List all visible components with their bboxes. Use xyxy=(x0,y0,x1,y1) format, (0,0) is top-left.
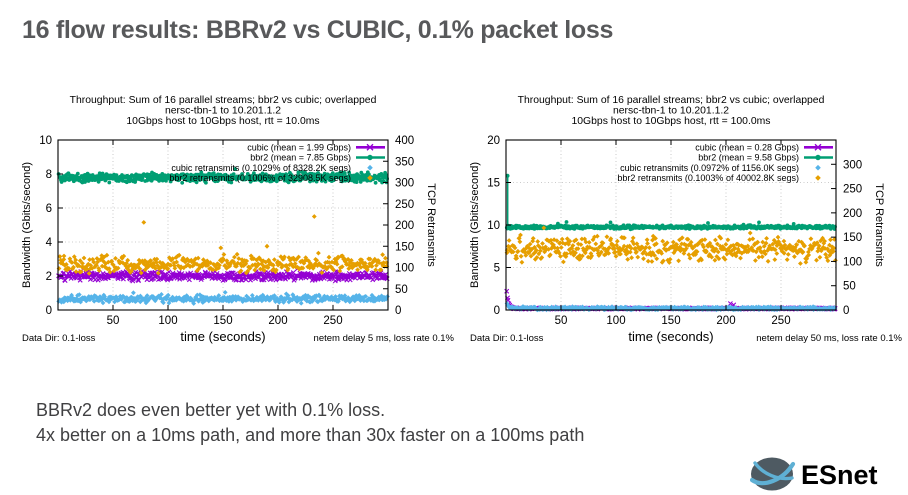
svg-text:50: 50 xyxy=(107,315,120,327)
axis-labels: Bandwidth (Gbits/second) TCP Retransmits t… xyxy=(21,162,437,344)
svg-text:Throughput: Sum of 16 parallel: Throughput: Sum of 16 parallel streams; … xyxy=(70,95,377,106)
svg-text:150: 150 xyxy=(661,315,680,327)
svg-text:10: 10 xyxy=(487,220,500,232)
chart-right-svg: Throughput: Sum of 16 parallel streams; … xyxy=(469,95,903,344)
series-bbr2 xyxy=(504,173,837,232)
svg-text:8: 8 xyxy=(46,169,52,181)
svg-text:bbr2 (mean = 9.58 Gbps): bbr2 (mean = 9.58 Gbps) xyxy=(698,153,799,163)
svg-text:6: 6 xyxy=(46,203,52,215)
svg-text:250: 250 xyxy=(395,199,414,211)
svg-text:Data Dir: 0.1-loss: Data Dir: 0.1-loss xyxy=(22,333,96,344)
svg-text:200: 200 xyxy=(843,208,862,220)
axis-labels: Bandwidth (Gbits/second) TCP Retransmits t… xyxy=(469,162,885,344)
svg-text:netem delay 5 ms, loss rate 0.: netem delay 5 ms, loss rate 0.1% xyxy=(314,333,455,344)
svg-text:Bandwidth (Gbits/second): Bandwidth (Gbits/second) xyxy=(469,162,481,288)
svg-text:10Gbps host to 10Gbps host, rt: 10Gbps host to 10Gbps host, rtt = 100.0m… xyxy=(572,116,771,127)
svg-text:400: 400 xyxy=(395,135,414,147)
svg-text:200: 200 xyxy=(395,220,414,232)
svg-text:TCP Retransmits: TCP Retransmits xyxy=(425,183,437,267)
svg-text:20: 20 xyxy=(487,135,500,147)
svg-text:0: 0 xyxy=(494,305,500,317)
chart-right-100ms: Throughput: Sum of 16 parallel streams; … xyxy=(468,92,904,354)
svg-text:250: 250 xyxy=(323,315,342,327)
chart-footer: Data Dir: 0.1-loss netem delay 50 ms, los… xyxy=(470,333,903,344)
svg-text:100: 100 xyxy=(606,315,625,327)
svg-text:10Gbps host to 10Gbps host, rt: 10Gbps host to 10Gbps host, rtt = 10.0ms xyxy=(126,116,319,127)
chart-left-10ms: Throughput: Sum of 16 parallel streams; … xyxy=(20,92,456,354)
notes-line-2: 4x better on a 10ms path, and more than … xyxy=(36,424,585,445)
svg-text:200: 200 xyxy=(268,315,287,327)
chart-footer: Data Dir: 0.1-loss netem delay 5 ms, loss… xyxy=(22,333,455,344)
svg-text:0: 0 xyxy=(395,305,401,317)
series-cubic-retransmits xyxy=(56,290,390,306)
svg-text:250: 250 xyxy=(771,315,790,327)
svg-text:cubic (mean = 1.99 Gbps): cubic (mean = 1.99 Gbps) xyxy=(247,143,351,153)
svg-text:100: 100 xyxy=(395,263,414,275)
svg-text:350: 350 xyxy=(395,156,414,168)
svg-text:50: 50 xyxy=(843,281,856,293)
svg-text:nersc-tbn-1 to 10.201.1.2: nersc-tbn-1 to 10.201.1.2 xyxy=(165,106,281,117)
svg-text:netem delay 50 ms, loss rate 0: netem delay 50 ms, loss rate 0.1% xyxy=(756,333,902,344)
svg-text:10: 10 xyxy=(39,135,52,147)
svg-text:Throughput: Sum of 16 parallel: Throughput: Sum of 16 parallel streams; … xyxy=(518,95,825,106)
svg-text:time (seconds): time (seconds) xyxy=(180,329,265,344)
notes-line-1: BBRv2 does even better yet with 0.1% los… xyxy=(36,400,386,420)
svg-text:time (seconds): time (seconds) xyxy=(628,329,713,344)
svg-text:cubic (mean = 0.28 Gbps): cubic (mean = 0.28 Gbps) xyxy=(695,143,799,153)
svg-text:cubic retransmits (0.1029% of: cubic retransmits (0.1029% of 8328.2K se… xyxy=(171,163,351,173)
svg-text:15: 15 xyxy=(487,178,500,190)
svg-text:150: 150 xyxy=(843,232,862,244)
svg-text:bbr2 retransmits (0.1006% of 3: bbr2 retransmits (0.1006% of 32908.5K se… xyxy=(169,173,351,183)
speaker-notes: BBRv2 does even better yet with 0.1% los… xyxy=(36,398,584,448)
svg-text:nersc-tbn-1 to 10.201.1.2: nersc-tbn-1 to 10.201.1.2 xyxy=(613,106,729,117)
series-bbr2 xyxy=(56,167,389,185)
svg-text:150: 150 xyxy=(395,241,414,253)
svg-text:Data Dir: 0.1-loss: Data Dir: 0.1-loss xyxy=(470,333,544,344)
svg-text:cubic retransmits (0.0972% of: cubic retransmits (0.0972% of 1156.0K se… xyxy=(620,163,799,173)
svg-text:250: 250 xyxy=(843,184,862,196)
series-bbr2-retransmits xyxy=(504,225,838,266)
svg-text:100: 100 xyxy=(843,256,862,268)
svg-text:50: 50 xyxy=(395,284,408,296)
plot-border xyxy=(505,139,837,311)
svg-text:4: 4 xyxy=(46,237,53,249)
chart-left-svg: Throughput: Sum of 16 parallel streams; … xyxy=(21,95,455,344)
svg-text:100: 100 xyxy=(158,315,177,327)
svg-text:300: 300 xyxy=(395,178,414,190)
svg-text:0: 0 xyxy=(46,305,52,317)
esnet-logo: ESnet xyxy=(750,457,878,491)
svg-text:0: 0 xyxy=(843,305,849,317)
svg-text:bbr2 retransmits (0.1003% of 4: bbr2 retransmits (0.1003% of 40002.8K se… xyxy=(617,173,799,183)
svg-text:TCP Retransmits: TCP Retransmits xyxy=(873,183,885,267)
svg-text:5: 5 xyxy=(494,263,500,275)
chart-title: Throughput: Sum of 16 parallel streams; … xyxy=(70,95,377,127)
series-bbr2-retransmits xyxy=(56,214,390,276)
svg-text:50: 50 xyxy=(555,315,568,327)
esnet-globe-icon xyxy=(750,457,796,491)
svg-text:Bandwidth (Gbits/second): Bandwidth (Gbits/second) xyxy=(21,162,33,288)
svg-text:bbr2 (mean = 7.85 Gbps): bbr2 (mean = 7.85 Gbps) xyxy=(250,153,351,163)
svg-text:200: 200 xyxy=(716,315,735,327)
axis-tick-labels: 50 100 150 200 25002468100501001502002503003… xyxy=(39,135,414,327)
chart-title: Throughput: Sum of 16 parallel streams; … xyxy=(518,95,825,127)
svg-text:2: 2 xyxy=(46,271,52,283)
esnet-logo-text: ESnet xyxy=(801,460,878,490)
plot-border xyxy=(57,139,389,311)
svg-text:150: 150 xyxy=(213,315,232,327)
legend: cubic (mean = 0.28 Gbps)bbr2 (mean = 9.5… xyxy=(617,143,833,183)
page-title: 16 flow results: BBRv2 vs CUBIC, 0.1% pa… xyxy=(22,16,614,44)
svg-text:300: 300 xyxy=(843,159,862,171)
